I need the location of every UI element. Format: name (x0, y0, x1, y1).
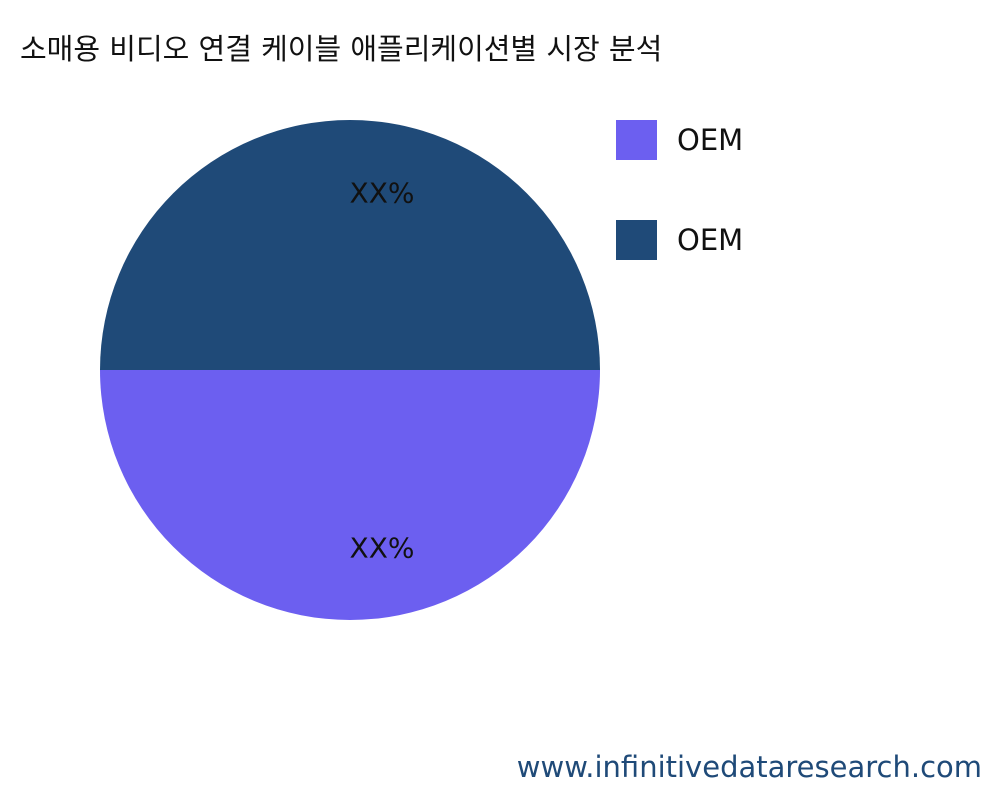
legend-label: OEM (677, 123, 744, 157)
watermark-link[interactable]: www.infinitivedataresearch.com (516, 750, 982, 784)
legend-item: OEM (616, 120, 743, 160)
slice-label: XX% (350, 177, 415, 210)
legend-label: OEM (677, 223, 744, 257)
legend-item: OEM (616, 220, 743, 260)
slice-label: XX% (350, 532, 415, 565)
pie-slice (100, 370, 600, 620)
chart-title: 소매용 비디오 연결 케이블 애플리케이션별 시장 분석 (20, 32, 663, 66)
legend-swatch (616, 220, 657, 260)
legend-swatch (616, 120, 657, 160)
pie-slice (100, 120, 600, 370)
